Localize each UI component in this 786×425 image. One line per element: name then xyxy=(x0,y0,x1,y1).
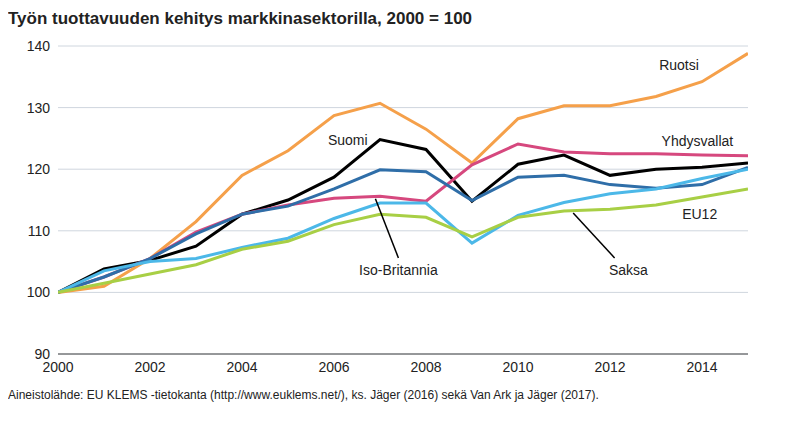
svg-text:110: 110 xyxy=(28,223,51,239)
html-text:Aineistolähde: EU KLEMS -tieto: Aineistolähde: EU KLEMS -tietokanta (htt… xyxy=(8,388,599,402)
svg-text:2004: 2004 xyxy=(226,359,257,375)
svg-text:2010: 2010 xyxy=(502,359,533,375)
svg-text:2006: 2006 xyxy=(318,359,349,375)
svg-text:120: 120 xyxy=(27,161,51,177)
svg-text:140: 140 xyxy=(27,38,51,54)
svg-text:Iso-Britannia: Iso-Britannia xyxy=(359,262,438,278)
svg-text:2014: 2014 xyxy=(686,359,717,375)
svg-text:Suomi: Suomi xyxy=(328,132,368,148)
html-text:Työn tuottavuuden kehitys mark: Työn tuottavuuden kehitys markkinasektor… xyxy=(8,9,473,28)
svg-text:2008: 2008 xyxy=(410,359,441,375)
svg-text:100: 100 xyxy=(27,284,51,300)
svg-text:90: 90 xyxy=(34,346,50,362)
svg-text:130: 130 xyxy=(27,100,51,116)
svg-text:2012: 2012 xyxy=(594,359,625,375)
svg-text:Ruotsi: Ruotsi xyxy=(659,57,699,73)
svg-text:2000: 2000 xyxy=(42,358,74,375)
svg-text:EU12: EU12 xyxy=(682,206,717,222)
svg-text:2002: 2002 xyxy=(134,359,165,375)
svg-text:Yhdysvallat: Yhdysvallat xyxy=(662,133,734,149)
svg-text:Saksa: Saksa xyxy=(609,262,648,278)
